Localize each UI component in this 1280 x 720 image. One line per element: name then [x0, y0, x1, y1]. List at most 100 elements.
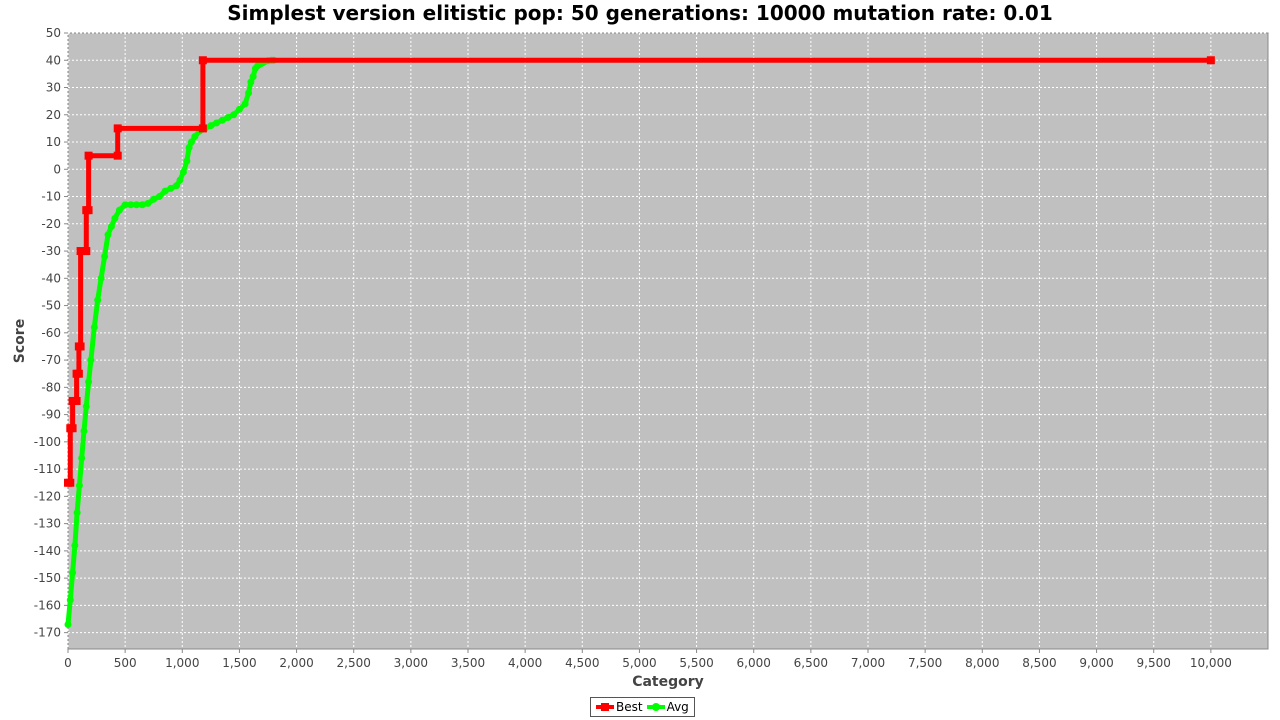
y-tick-label: -140: [34, 544, 61, 558]
x-axis-label: Category: [632, 674, 704, 690]
series-point-avg: [75, 481, 83, 489]
x-tick-label: 9,000: [1079, 656, 1113, 670]
grid-lines: [67, 32, 1268, 649]
y-tick-label: -80: [41, 380, 61, 394]
series-point-avg: [90, 323, 98, 331]
x-tick-label: 500: [114, 656, 137, 670]
series-point-avg: [104, 231, 112, 239]
y-tick-label: -130: [34, 517, 61, 531]
series-point-best: [198, 124, 207, 133]
series-point-avg: [138, 201, 146, 209]
x-tick-label: 1,000: [165, 656, 199, 670]
series-point-best: [113, 151, 122, 160]
series-point-best: [82, 247, 91, 256]
series-point-avg: [115, 206, 123, 214]
axes: 50 40 30 20 10 0 -10 -20 -30 -40 -50 -60 -70 -80 -90 -1…: [34, 26, 1232, 670]
x-tick-label: 7,500: [908, 656, 942, 670]
series-point-avg: [94, 296, 102, 304]
y-tick-label: -60: [41, 326, 61, 340]
series-point-avg: [73, 509, 81, 517]
series-point-avg: [150, 195, 158, 203]
series-point-best: [198, 56, 207, 65]
series-point-avg: [247, 78, 255, 86]
y-tick-label: -90: [41, 408, 61, 422]
x-tick-label: 5,500: [679, 656, 713, 670]
series-point-best: [68, 424, 77, 433]
plot-area: [67, 32, 1269, 650]
legend-label-avg: Avg: [666, 700, 689, 714]
y-tick-label: -70: [41, 353, 61, 367]
series-point-avg: [235, 105, 243, 113]
x-tick-label: 1,500: [222, 656, 256, 670]
series-point-avg: [64, 620, 72, 628]
y-tick-label: 10: [46, 135, 61, 149]
y-axis-label: Score: [12, 319, 28, 363]
y-tick-label: 30: [46, 81, 61, 95]
x-tick-label: 2,500: [337, 656, 371, 670]
series-point-avg: [78, 454, 86, 462]
legend: Best Avg: [590, 697, 695, 717]
x-tick-label: 0: [64, 656, 72, 670]
y-tick-label: -150: [34, 571, 61, 585]
y-tick-label: -40: [41, 271, 61, 285]
series-point-avg: [107, 223, 115, 231]
series-point-avg: [155, 193, 163, 201]
series-point-avg: [218, 116, 226, 124]
x-tick-label: 4,000: [508, 656, 542, 670]
y-tick-label: -170: [34, 626, 61, 640]
series-point-avg: [249, 73, 257, 81]
y-tick-label: -20: [41, 217, 61, 231]
series-point-best: [84, 151, 93, 160]
series-point-best: [76, 247, 85, 256]
y-tick-label: -160: [34, 598, 61, 612]
y-tick-label: -110: [34, 462, 61, 476]
series-point-avg: [82, 402, 90, 410]
series-layer: [64, 56, 1215, 628]
series-point-avg: [127, 201, 135, 209]
series-point-avg: [179, 168, 187, 176]
legend-swatch-best: [596, 702, 614, 712]
series-point-avg: [230, 111, 238, 119]
x-tick-label: 5,000: [622, 656, 656, 670]
series-point-best: [76, 342, 85, 351]
series-point-avg: [224, 113, 232, 121]
chart-title: Simplest version elitistic pop: 50 gener…: [227, 1, 1053, 25]
y-tick-label: 0: [53, 162, 61, 176]
y-tick-label: -50: [41, 299, 61, 313]
series-point-best: [74, 369, 83, 378]
series-point-avg: [69, 569, 77, 577]
y-tick-label: -100: [34, 435, 61, 449]
y-tick-label: -30: [41, 244, 61, 258]
legend-item-avg: Avg: [646, 700, 689, 714]
series-point-best: [113, 124, 122, 133]
series-point-avg: [97, 274, 105, 282]
y-tick-label: 40: [46, 53, 61, 67]
series-line-best: [67, 57, 1211, 486]
series-point-avg: [133, 201, 141, 209]
series-point-avg: [167, 184, 175, 192]
y-tick-label: -120: [34, 489, 61, 503]
series-point-best: [1206, 56, 1215, 65]
x-tick-label: 10,000: [1190, 656, 1232, 670]
series-point-avg: [241, 100, 249, 108]
x-tick-label: 9,500: [1137, 656, 1171, 670]
y-tick-label: 50: [46, 26, 61, 40]
series-point-avg: [191, 133, 199, 141]
x-tick-label: 7,000: [851, 656, 885, 670]
series-point-avg: [85, 378, 93, 386]
series-point-avg: [101, 253, 109, 261]
series-point-best: [72, 396, 81, 405]
series-point-avg: [213, 119, 221, 127]
series-point-avg: [187, 138, 195, 146]
legend-item-best: Best: [596, 700, 643, 714]
x-tick-label: 8,000: [965, 656, 999, 670]
series-point-avg: [144, 199, 152, 207]
legend-swatch-avg: [646, 702, 665, 712]
series-point-avg: [121, 201, 129, 209]
series-point-avg: [71, 541, 79, 549]
series-point-avg: [207, 122, 215, 130]
series-point-avg: [245, 89, 253, 97]
series-point-avg: [161, 187, 169, 195]
series-point-avg: [173, 182, 181, 190]
